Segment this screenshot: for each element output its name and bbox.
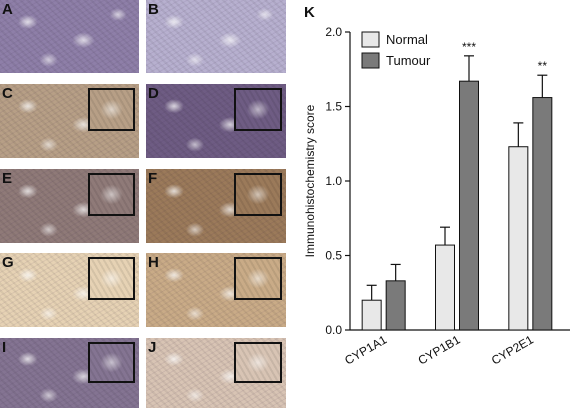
significance-marker: *** bbox=[462, 40, 476, 54]
y-axis-title: Immunohistochemistry score bbox=[303, 104, 317, 257]
legend-swatch-normal bbox=[361, 31, 380, 48]
inset-f bbox=[234, 173, 282, 216]
bar-tumour-cyp1b1 bbox=[459, 80, 479, 331]
panel-letter-f: F bbox=[148, 170, 158, 187]
panel-letter-b: B bbox=[148, 1, 159, 18]
micrograph-panel-j: J bbox=[146, 338, 286, 408]
legend-swatch-tumour bbox=[361, 52, 380, 69]
y-tick-label: 0.5 bbox=[325, 249, 342, 263]
micrograph-panel-c: C bbox=[0, 84, 139, 158]
inset-i bbox=[88, 342, 135, 383]
bar-normal-cyp1b1 bbox=[435, 244, 455, 331]
panel-letter-i: I bbox=[2, 339, 7, 356]
panel-letter-g: G bbox=[2, 254, 14, 271]
chart-panel-letter: K bbox=[304, 4, 315, 21]
panel-letter-h: H bbox=[148, 254, 159, 271]
panel-letter-j: J bbox=[148, 339, 157, 356]
micrograph-panel-d: D bbox=[146, 84, 286, 158]
x-tick-label: CYP1B1 bbox=[416, 332, 463, 367]
y-tick-label: 1.5 bbox=[325, 100, 342, 114]
x-tick-label: CYP1A1 bbox=[342, 332, 389, 367]
inset-g bbox=[88, 257, 135, 300]
y-tick-label: 2.0 bbox=[325, 25, 342, 39]
legend-label-normal: Normal bbox=[386, 32, 428, 47]
micrograph-panel-i: I bbox=[0, 338, 139, 408]
inset-j bbox=[234, 342, 282, 383]
micrograph-panel-f: F bbox=[146, 169, 286, 243]
bar-tumour-cyp1a1 bbox=[385, 280, 406, 331]
y-tick-label: 0.0 bbox=[325, 323, 342, 337]
micrograph-panel-h: H bbox=[146, 253, 286, 327]
bar-tumour-cyp2e1 bbox=[532, 97, 553, 331]
bar-chart: K 0.0 0.5 1.0 1.5 2.0 Immunohistochemistry sc… bbox=[303, 4, 570, 368]
panel-letter-a: A bbox=[2, 1, 13, 18]
panel-letter-c: C bbox=[2, 85, 13, 102]
micrograph-panel-b: B bbox=[146, 0, 286, 73]
inset-h bbox=[234, 257, 282, 300]
micrograph-panel-a: A bbox=[0, 0, 139, 73]
inset-d bbox=[234, 88, 282, 131]
legend-label-tumour: Tumour bbox=[386, 53, 431, 68]
x-tick-label: CYP2E1 bbox=[489, 332, 536, 367]
bar-normal-cyp1a1 bbox=[361, 299, 382, 331]
inset-e bbox=[88, 173, 135, 216]
y-tick-label: 1.0 bbox=[325, 174, 342, 188]
micrograph-panel-g: G bbox=[0, 253, 139, 327]
bar-normal-cyp2e1 bbox=[508, 146, 529, 331]
micrograph-panel-e: E bbox=[0, 169, 139, 243]
panel-letter-e: E bbox=[2, 170, 13, 187]
inset-c bbox=[88, 88, 135, 131]
panel-letter-d: D bbox=[148, 85, 159, 102]
significance-marker: ** bbox=[538, 59, 548, 73]
